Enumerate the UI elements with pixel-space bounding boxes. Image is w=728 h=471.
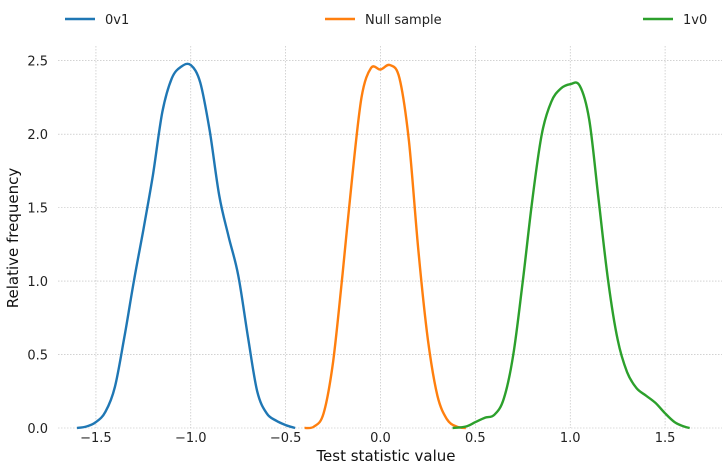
grid-lines <box>58 46 722 429</box>
x-tick-label: −1.0 <box>175 431 207 446</box>
x-tick-label: −1.5 <box>80 431 112 446</box>
y-axis-ticks: 0.0 0.5 1.0 1.5 2.0 2.5 <box>27 55 48 437</box>
x-tick-label: −0.5 <box>270 431 302 446</box>
y-tick-label: 0.0 <box>27 422 48 437</box>
x-axis-ticks: −1.5 −1.0 −0.5 0.0 0.5 1.0 1.5 <box>80 431 675 446</box>
series-line-0 <box>76 62 296 430</box>
legend-label: 0v1 <box>105 13 129 28</box>
y-tick-label: 1.5 <box>27 202 48 217</box>
series-lines <box>76 62 690 430</box>
legend-item: 0v1 <box>65 13 129 28</box>
x-tick-label: 0.5 <box>465 431 486 446</box>
y-tick-label: 2.5 <box>27 55 48 70</box>
x-tick-label: 1.0 <box>560 431 581 446</box>
legend-item: 1v0 <box>643 13 707 28</box>
series-line-1 <box>304 63 467 430</box>
y-tick-label: 2.0 <box>27 128 48 143</box>
series-line-2 <box>452 81 690 430</box>
y-tick-label: 1.0 <box>27 275 48 290</box>
y-axis-title: Relative frequency <box>4 168 22 309</box>
x-tick-label: 1.5 <box>655 431 676 446</box>
legend-item: Null sample <box>325 13 442 28</box>
y-tick-label: 0.5 <box>27 349 48 364</box>
legend-label: 1v0 <box>683 13 707 28</box>
x-axis-title: Test statistic value <box>315 447 455 465</box>
x-tick-label: 0.0 <box>370 431 391 446</box>
legend-label: Null sample <box>365 13 442 28</box>
legend: 0v1 Null sample 1v0 <box>65 13 707 28</box>
